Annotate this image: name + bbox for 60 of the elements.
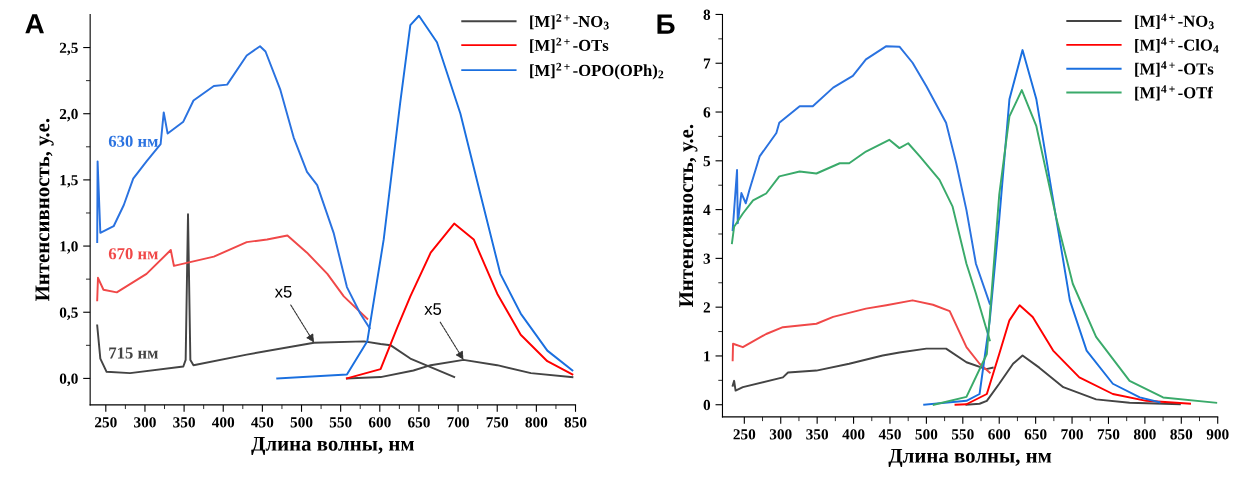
x-tick-label: 250 — [733, 429, 756, 440]
annotation: x5 — [274, 286, 292, 298]
legend-label: [M]$^{4+}$-NO$_{3}$ — [1135, 13, 1214, 30]
x-tick-label: 900 — [1206, 429, 1229, 440]
y-tick-label: 0,0 — [59, 373, 78, 387]
legend-label: [M]$^{4+}$-OTs — [1135, 61, 1214, 77]
y-tick-label: 0,5 — [59, 307, 78, 320]
x-tick-label: 750 — [486, 417, 509, 428]
x-tick-label: 450 — [878, 429, 901, 440]
y-tick-label: 2,0 — [59, 108, 78, 122]
x-tick-label: 600 — [988, 429, 1011, 440]
legend-label: [M]$^{4+}$-OTf — [1135, 85, 1214, 101]
x-tick-label: 750 — [1097, 429, 1120, 440]
x-tick-label: 550 — [951, 429, 974, 440]
y-tick-label: 8 — [703, 9, 711, 20]
legend-label: [M]$^{2+}$-OTs — [530, 37, 609, 54]
y-tick-label: 0 — [703, 399, 711, 411]
series-label: 670 нм — [108, 248, 158, 260]
legend-label: [M]$^{4+}$-ClO$_{4}$ — [1135, 37, 1219, 53]
x-tick-label: 250 — [95, 417, 117, 428]
x-tick-label: 300 — [134, 417, 156, 428]
series-label: 630 нм — [108, 135, 158, 147]
annotation: x5 — [424, 303, 442, 315]
y-axis-title: Интенсивность, у.е. — [35, 118, 54, 302]
y-axis-title: Интенсивность, у.е. — [679, 124, 698, 308]
y-tick-label: 6 — [703, 107, 711, 118]
x-tick-label: 550 — [329, 417, 352, 428]
legend-label: [M]$^{2+}$-NO$_{3}$ — [530, 13, 609, 30]
x-axis-title: Длина волны, нм — [888, 448, 1052, 468]
x-tick-label: 800 — [1133, 429, 1156, 440]
y-tick-label: 1 — [704, 351, 710, 362]
x-tick-label: 300 — [769, 429, 792, 440]
chart-title: А — [25, 14, 44, 34]
x-tick-label: 400 — [842, 429, 865, 440]
x-tick-label: 400 — [211, 417, 235, 428]
chart-title: Б — [657, 14, 675, 34]
x-tick-label: 700 — [447, 417, 469, 428]
y-tick-label: 3 — [703, 253, 711, 264]
y-tick-label: 5 — [703, 156, 711, 167]
y-tick-label: 7 — [703, 58, 711, 69]
x-tick-label: 650 — [408, 417, 430, 428]
x-tick-label: 650 — [1024, 429, 1047, 440]
x-tick-label: 800 — [525, 417, 548, 428]
x-tick-label: 850 — [1170, 429, 1193, 440]
x-tick-label: 450 — [251, 417, 274, 428]
x-tick-label: 500 — [915, 429, 938, 440]
x-axis-title: Длина волны, нм — [251, 436, 414, 455]
x-tick-label: 350 — [173, 417, 195, 428]
x-tick-label: 600 — [368, 417, 391, 428]
series-label: 715 нм — [109, 347, 158, 359]
y-tick-label: 4 — [703, 204, 711, 215]
x-tick-label: 350 — [806, 429, 829, 440]
x-tick-label: 500 — [290, 417, 313, 428]
x-tick-label: 850 — [564, 417, 587, 428]
x-tick-label: 700 — [1061, 429, 1083, 440]
y-tick-label: 1,0 — [60, 241, 78, 254]
y-tick-label: 1,5 — [60, 175, 78, 188]
y-tick-label: 2,5 — [59, 42, 78, 56]
y-tick-label: 2 — [703, 302, 711, 313]
legend-label: [M]$^{2+}$-OPO(OPh)$_{2}$ — [530, 62, 664, 80]
